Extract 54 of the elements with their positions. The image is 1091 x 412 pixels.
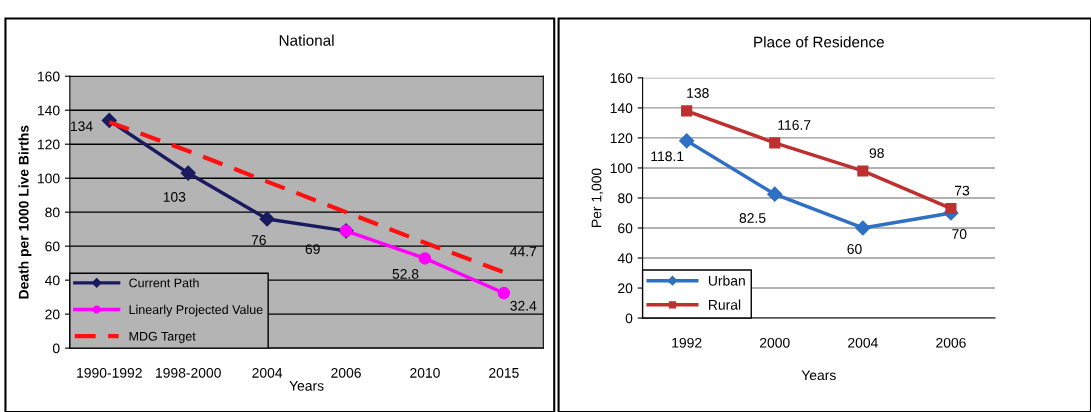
y-tick-label: 20 — [618, 283, 633, 294]
data-label: 32.4 — [510, 300, 537, 311]
y-axis-title: Death per 1000 Live Births — [18, 125, 32, 299]
y-tick-label: 120 — [610, 133, 633, 144]
y-tick-label: 160 — [610, 73, 633, 84]
x-tick-label: 1998-2000 — [156, 367, 221, 378]
data-label: 73 — [955, 185, 970, 196]
legend-label: Rural — [709, 299, 741, 310]
y-tick-label: 140 — [37, 105, 60, 116]
chart-title: Place of Residence — [754, 36, 884, 48]
x-axis-title: Years — [801, 370, 836, 381]
data-label: 44.7 — [510, 246, 537, 257]
y-tick-label: 40 — [617, 253, 633, 264]
legend-label: Current Path — [129, 278, 199, 288]
chart-title: National — [279, 34, 334, 46]
x-tick-label: 2010 — [410, 367, 440, 378]
data-label: 134 — [70, 121, 93, 132]
data-label: 118.1 — [651, 151, 684, 162]
y-tick-label: 60 — [618, 223, 633, 234]
x-axis-title: Years — [289, 381, 324, 391]
x-tick-label: 2000 — [760, 337, 790, 348]
y-tick-label: 100 — [37, 173, 60, 184]
data-label: 103 — [163, 191, 186, 202]
data-label: 70 — [952, 229, 967, 239]
data-label: 52.8 — [392, 268, 419, 279]
y-tick-label: 20 — [45, 309, 60, 320]
legend-label: Linearly Projected Value — [129, 304, 263, 317]
y-axis-title: Per 1,000 — [591, 168, 604, 227]
data-label: 82.5 — [739, 213, 766, 223]
data-label: 69 — [305, 244, 320, 255]
x-tick-label: 2006 — [936, 337, 966, 348]
x-tick-label: 2004 — [252, 367, 283, 378]
data-label: 60 — [847, 244, 862, 254]
x-tick-label: 2006 — [331, 367, 361, 378]
y-tick-label: 40 — [44, 275, 60, 286]
y-tick-label: 0 — [52, 343, 60, 354]
y-tick-label: 80 — [45, 207, 60, 218]
y-tick-label: 80 — [618, 193, 633, 204]
data-label: 76 — [251, 235, 266, 245]
y-tick-label: 160 — [37, 71, 60, 82]
x-tick-label: 2015 — [489, 367, 519, 378]
x-tick-label: 2004 — [848, 337, 878, 348]
legend-label: Urban — [708, 275, 745, 286]
data-label: 138 — [687, 88, 709, 98]
y-tick-label: 120 — [37, 139, 60, 150]
y-tick-label: 100 — [610, 163, 633, 174]
x-tick-label: 1992 — [672, 337, 702, 348]
data-label: 116.7 — [778, 120, 811, 130]
x-tick-label: 1990-1992 — [77, 367, 142, 378]
y-tick-label: 0 — [625, 313, 633, 324]
y-tick-label: 140 — [610, 103, 633, 114]
y-tick-label: 60 — [45, 241, 60, 252]
legend-label: MDG Target — [129, 331, 196, 344]
data-label: 98 — [869, 148, 884, 159]
